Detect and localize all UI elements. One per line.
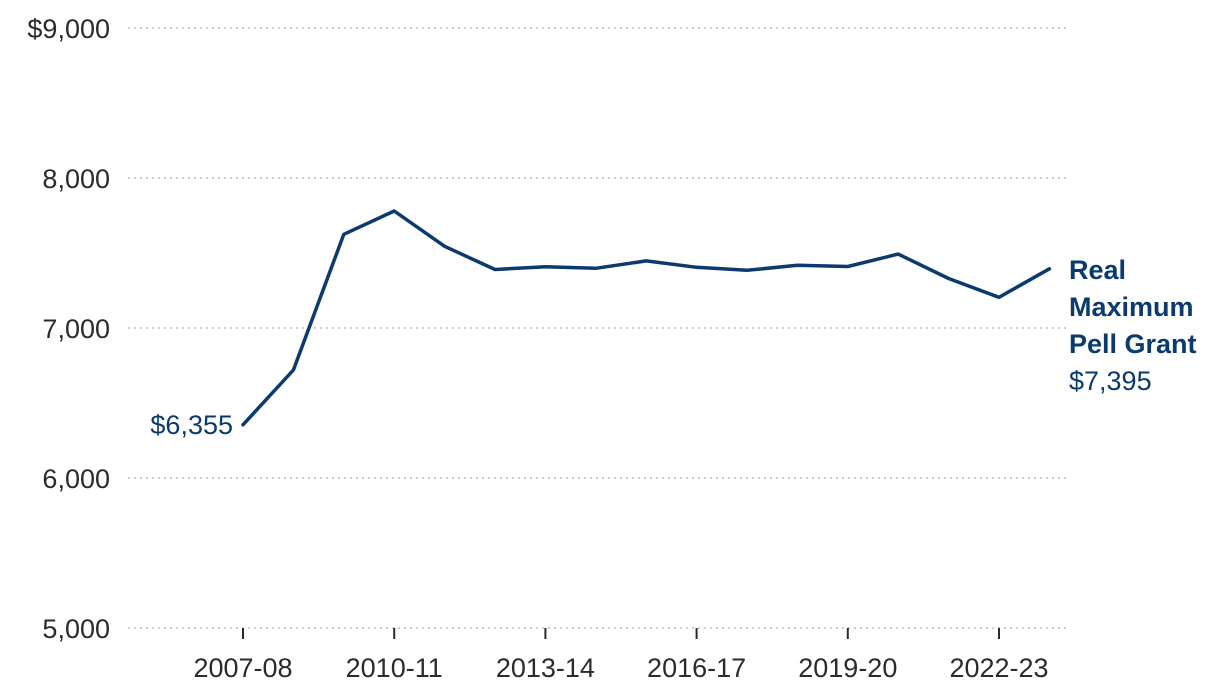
grid-layer [128,27,1068,629]
series-name-line: Pell Grant [1069,329,1197,359]
x-tick-label: 2007-08 [193,653,292,683]
x-tick-label: 2013-14 [496,653,595,683]
x-tick-label: 2016-17 [647,653,746,683]
y-tick-label: $9,000 [27,14,110,44]
x-tick-label: 2019-20 [798,653,897,683]
end-value-label: $7,395 [1069,366,1152,396]
y-tick-label: 7,000 [42,314,110,344]
series-line [241,209,1052,427]
annotation-layer: $6,355 Real Maximum Pell Grant $7,395 [150,255,1201,440]
start-value-label: $6,355 [150,410,233,440]
series-layer [241,209,1052,427]
y-tick-label: 5,000 [42,614,110,644]
series-name-line: Real [1069,255,1126,285]
series-name-label: Real Maximum Pell Grant [1069,255,1201,359]
y-tick-label: 8,000 [42,164,110,194]
x-tick-label: 2010-11 [346,653,443,683]
y-axis: 5,000 6,000 7,000 8,000 $9,000 [27,14,110,644]
series-name-line: Maximum [1069,292,1194,322]
x-tick-label: 2022-23 [949,653,1048,683]
x-axis: 2007-08 2010-11 2013-14 2016-17 2019-20 2022-… [193,628,1049,683]
y-tick-label: 6,000 [42,464,110,494]
